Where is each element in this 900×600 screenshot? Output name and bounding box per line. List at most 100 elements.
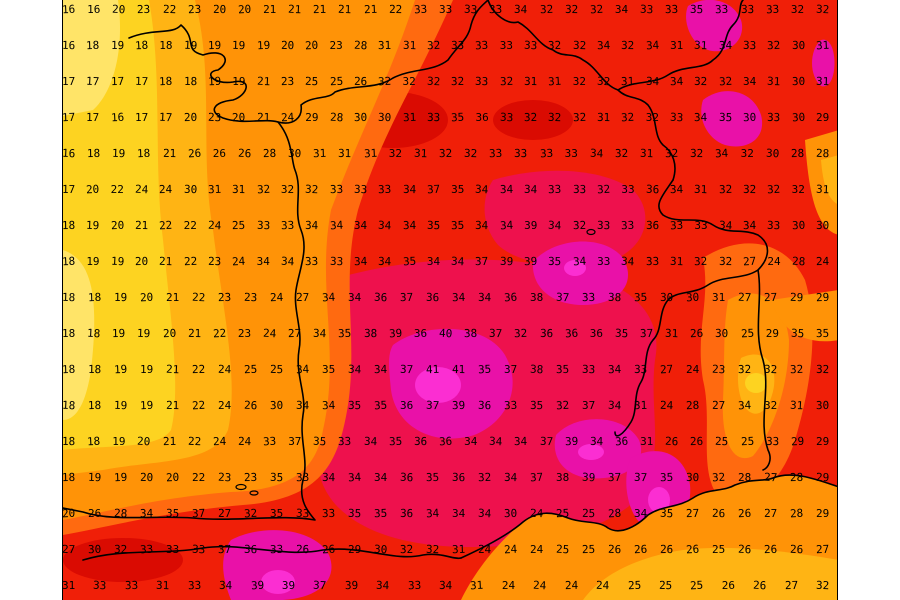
temp-value: 22 [191,362,206,377]
temp-value: 23 [243,290,258,305]
temp-value: 25 [232,218,246,233]
temp-value: 32 [718,254,733,269]
temp-value: 28 [789,506,804,521]
temp-value: 35 [718,110,733,125]
temp-value: 35 [373,398,388,413]
temp-value: 34 [523,182,538,197]
temp-value: 34 [425,506,440,521]
temp-value: 35 [477,362,492,377]
temp-value: 21 [162,434,176,449]
temp-value: 34 [438,578,453,593]
temp-value: 34 [743,75,757,88]
temp-value: 19 [137,326,151,341]
temp-value: 20 [139,470,154,485]
temp-value: 24 [218,399,232,412]
pale-yellow-patch [63,250,95,420]
temp-value: 32 [548,38,562,53]
temp-value: 20 [111,2,126,17]
temp-value: 21 [187,326,202,341]
temp-value: 29 [348,543,362,556]
temp-value: 33 [451,38,465,53]
temp-value: 30 [791,218,806,233]
temp-value: 26 [659,542,674,557]
dark-red-patch [63,538,183,582]
temp-value: 31 [694,38,708,53]
temp-value: 34 [669,182,684,197]
temp-value: 33 [572,182,587,197]
temp-value: 31 [402,110,416,125]
temp-value: 33 [93,578,107,593]
temp-value: 34 [426,255,441,268]
coastline-mediterranean [460,474,837,559]
temp-value: 21 [162,146,176,161]
temp-value: 30 [353,110,368,125]
temp-value: 19 [112,435,126,448]
temp-value: 36 [399,506,414,521]
temp-value: 26 [88,507,102,520]
temp-value: 18 [137,146,151,161]
temp-value: 33 [767,110,781,125]
temp-value: 32 [572,110,587,125]
temp-value: 30 [373,542,388,557]
temp-value: 17 [110,74,125,89]
temp-value: 37 [191,506,206,521]
temp-value: 19 [139,398,154,413]
temp-value: 20 [85,182,100,197]
temp-value: 33 [767,218,781,233]
temp-value: 33 [523,38,538,53]
temp-value: 31 [596,110,611,125]
temp-value: 19 [207,74,222,89]
temp-value: 34 [321,398,336,413]
temp-value: 32 [426,74,441,89]
temp-value: 21 [263,3,277,16]
temp-value: 35 [270,507,284,520]
temp-value: 31 [640,435,654,448]
temp-value: 24 [159,182,173,197]
temp-value: 18 [62,398,76,413]
temp-value: 38 [464,326,478,341]
temp-value: 38 [556,471,570,484]
temp-value: 27 [784,578,798,593]
temp-value: 37 [288,435,302,448]
temp-value: 34 [451,290,466,305]
temp-value: 23 [243,470,258,485]
temp-value: 32 [596,182,611,197]
temp-value: 32 [425,542,440,557]
crimson-band [484,170,646,266]
temp-value: 32 [304,182,319,197]
temp-value: 28 [790,146,805,161]
temp-value: 36 [539,326,553,341]
temp-value: 37 [312,578,327,593]
temp-value: 32 [377,74,392,89]
temp-value: 23 [187,2,202,17]
temp-value: 22 [158,218,173,233]
temp-value: 26 [295,542,310,557]
temp-value: 23 [137,2,151,17]
temp-value: 29 [816,111,830,124]
temp-value: 31 [815,74,830,89]
temp-value: 25 [740,326,755,341]
temp-value: 30 [742,110,757,125]
temp-value: 31 [621,74,635,89]
temp-value: 33 [639,2,654,17]
temp-value: 34 [256,255,270,268]
temp-value: 37 [539,434,554,449]
border-pyrenees [82,545,462,561]
temp-value: 32 [764,399,778,412]
temp-value: 25 [555,542,570,557]
temp-value: 25 [269,362,284,377]
temp-value: 36 [399,470,414,485]
temp-value: 33 [338,434,352,449]
temp-value: 34 [452,507,466,520]
temp-value: 33 [377,182,392,197]
temp-value: 33 [305,254,319,269]
temp-value: 34 [499,218,514,233]
temp-value: 35 [338,326,352,341]
temp-value: 31 [156,578,170,593]
amber-mediterranean [583,547,837,600]
temp-value: 33 [539,146,554,161]
temp-value: 32 [499,74,514,89]
temp-value: 26 [685,542,700,557]
temp-value: 30 [269,398,284,413]
temp-value: 30 [87,542,102,557]
